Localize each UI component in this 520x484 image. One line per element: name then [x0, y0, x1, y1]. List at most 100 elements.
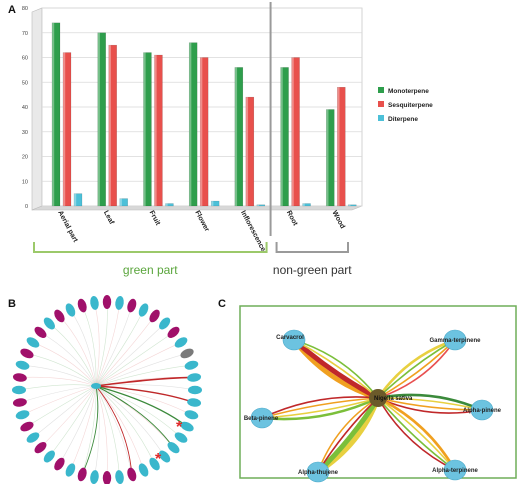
bar-diterpene-wood: [348, 204, 357, 207]
network-c-node-alpha-pinene: Alpha-pinene: [463, 399, 502, 421]
network-c-node-label: Alpha-pinene: [463, 408, 502, 414]
bar-diterpene-leaf: [119, 198, 128, 207]
network-b-edge: [95, 385, 192, 416]
network-b-node: [184, 360, 199, 370]
bar-monoterpene-fruit: [143, 52, 152, 207]
network-c-node-label: Beta-pinene: [244, 416, 279, 422]
network-b-node: [54, 457, 65, 471]
network-b-node: [34, 326, 47, 338]
network-b-edge: [18, 384, 97, 391]
network-b-edge: [32, 385, 97, 438]
network-b-node: [20, 348, 34, 359]
network-c-edge: [293, 339, 379, 399]
network-b-node: [167, 442, 180, 454]
network-b-edge: [40, 385, 97, 448]
terpene-bar-chart: 0 10 20 30 40 50 60 70 80 Aerial part Leaf Fruit Fl…: [22, 2, 433, 277]
network-b-node: [26, 432, 40, 443]
network-b-node: [188, 385, 202, 395]
network-b-edge: [59, 385, 97, 465]
network-b-edge: [49, 385, 97, 457]
network-c-node-label: Carvacrol: [276, 335, 304, 341]
network-b-node: [65, 463, 76, 477]
network-b-highlight-edge: [95, 385, 195, 404]
asterisk-marker: *: [155, 451, 162, 468]
x-tick-labels: Aerial part Leaf Fruit Flower Inflorescence R…: [56, 210, 346, 253]
network-b-node: [77, 298, 87, 313]
non-green-part-bracket: [275, 242, 349, 253]
network-b-edge: [59, 315, 97, 387]
legend-label: Diterpene: [388, 116, 418, 123]
network-b-edge: [95, 385, 133, 475]
network-b-edge: [19, 376, 97, 387]
network-b-node: [20, 421, 34, 432]
network-b-node: [115, 470, 124, 484]
bar-monoterpene-aerial-part: [51, 22, 61, 207]
bar-monoterpene-flower: [188, 42, 198, 207]
bar-diterpene-flower: [210, 200, 220, 207]
network-b-edge: [95, 385, 108, 479]
network-b-nodes: **: [12, 295, 202, 484]
network-b-edge: [95, 302, 120, 387]
y-tick-label: 40: [22, 105, 28, 111]
network-b-node: [180, 348, 194, 359]
network-b-edges: [18, 301, 196, 479]
bar-diterpene-aerial-part: [73, 193, 83, 207]
network-b-node: [12, 373, 27, 382]
network-c-edge: [377, 397, 456, 471]
network-b-node: [174, 337, 188, 348]
network-b-edge: [95, 385, 174, 448]
network-c-edge: [376, 393, 484, 412]
y-tick-label: 80: [22, 6, 28, 12]
bar-monoterpene-inflorescence: [234, 67, 244, 207]
network-b-edge: [95, 323, 165, 387]
group-brackets: green part non-green part: [33, 242, 352, 277]
network-b-edge: [19, 385, 97, 403]
network-b-node: [15, 360, 30, 370]
network-b-edge: [95, 385, 182, 438]
plot-floor: [31, 205, 363, 211]
network-b-node: [184, 410, 199, 420]
network-b-edge: [95, 385, 155, 465]
network-b-hub: [91, 383, 101, 389]
network-b-node: [54, 309, 65, 323]
x-tick-label: Flower: [193, 210, 210, 233]
network-b-node: [174, 432, 188, 443]
bar-monoterpene-wood: [326, 109, 335, 207]
network-b-node: [26, 337, 40, 348]
network-c-node-alpha-thujene: Alpha-thujene: [298, 461, 339, 483]
network-b-edge: [40, 332, 97, 387]
network-c-edge: [291, 337, 381, 401]
network-b-node: [127, 467, 137, 482]
network-b-edge: [95, 385, 120, 478]
network-b-node: [77, 467, 87, 482]
network-b-edge: [22, 364, 97, 387]
x-tick-label: Wood: [331, 210, 346, 230]
network-c-edge: [261, 396, 379, 419]
y-tick-label: 70: [22, 31, 28, 37]
chart-bars: [51, 22, 357, 207]
asterisk-marker: *: [176, 419, 183, 436]
network-b-node: [90, 295, 99, 310]
network-c-node-carvacrol: Carvacrol: [276, 329, 306, 351]
network-b-node: [149, 309, 160, 323]
bar-sesquiterpene-fruit: [154, 54, 163, 207]
network-b-edge: [49, 323, 97, 387]
legend-label: Sesquiterpene: [388, 102, 433, 109]
network-c-node-beta-pinene: Beta-pinene: [244, 407, 279, 429]
bar-sesquiterpene-leaf: [108, 44, 117, 207]
y-tick-label: 30: [22, 130, 28, 136]
panel-a-letter: A: [8, 4, 16, 16]
hub-label: Nigella sativa: [374, 396, 413, 402]
network-c-node-label: Alpha-thujene: [298, 470, 339, 476]
x-tick-label: Fruit: [148, 210, 162, 228]
x-tick-label: Inflorescence: [239, 210, 266, 253]
network-b-node: [149, 457, 160, 471]
bar-diterpene-fruit: [165, 203, 174, 207]
network-b-node: [65, 303, 76, 317]
legend-swatch: [378, 115, 384, 121]
network-c-edge: [261, 397, 379, 419]
network-c-edge: [376, 396, 457, 472]
network-b-edge: [95, 332, 174, 387]
network-b-edge: [81, 385, 97, 475]
network-b-edge: [70, 309, 97, 387]
